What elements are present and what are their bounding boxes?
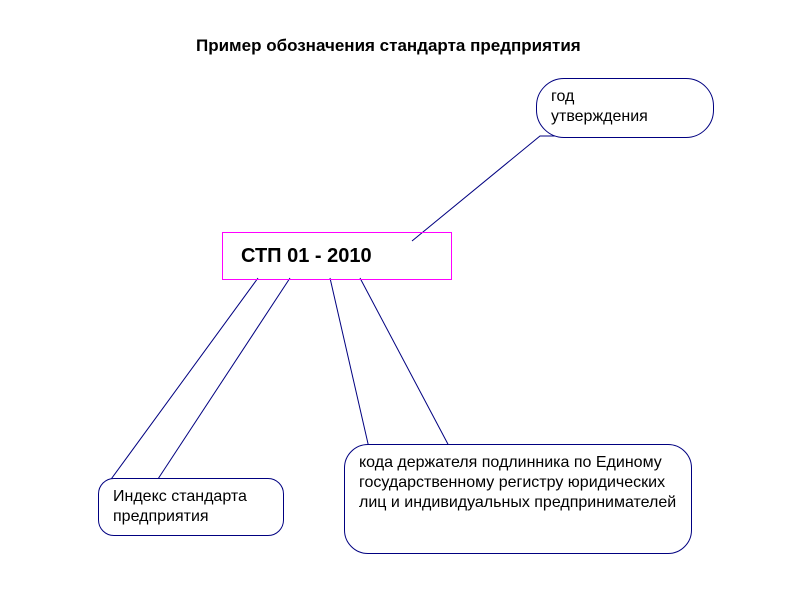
callout-year: годутверждения [536,78,714,138]
connector-line [330,278,412,448]
callout-year-text: годутверждения [551,88,648,125]
center-designation-text: СТП 01 - 2010 [241,245,372,268]
callout-code-text: кода держателя подлинника по Единому гос… [359,454,676,511]
callout-code: кода держателя подлинника по Единому гос… [344,444,692,554]
connector-line [156,278,290,482]
center-designation-box: СТП 01 - 2010 [222,232,452,280]
callout-index-text: Индекс стандартапредприятия [113,488,247,525]
callout-index: Индекс стандартапредприятия [98,478,284,536]
page-title: Пример обозначения стандарта предприятия [196,36,581,56]
connector-line [412,136,578,241]
connector-line [360,278,450,448]
connector-line [109,278,258,482]
diagram-canvas: Пример обозначения стандарта предприятия… [0,0,800,600]
